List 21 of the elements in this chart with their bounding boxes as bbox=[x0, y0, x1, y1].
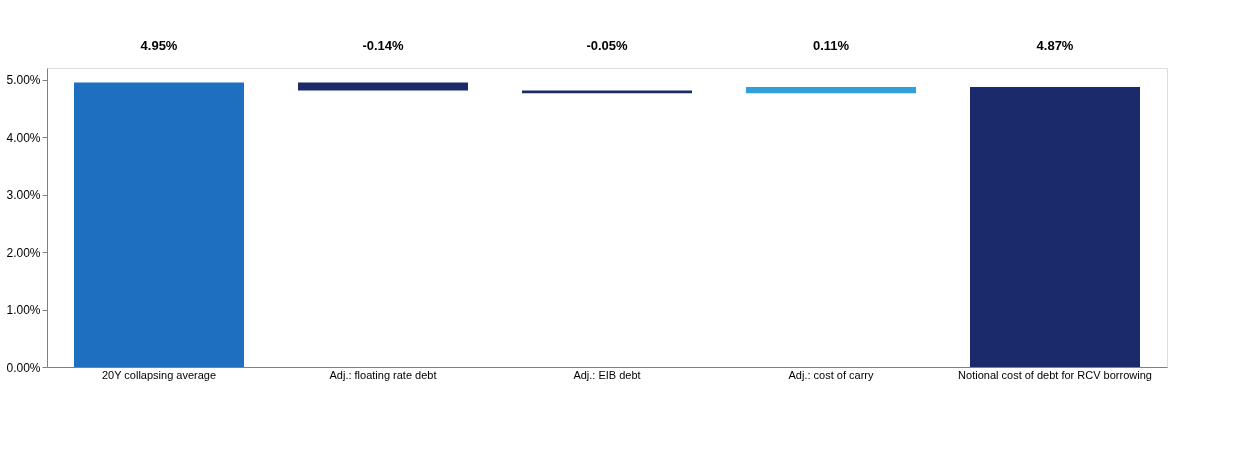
x-tick-label: Adj.: cost of carry bbox=[788, 368, 874, 381]
bar bbox=[970, 86, 1140, 367]
x-tick-label: Notional cost of debt for RCV borrowing bbox=[958, 368, 1152, 381]
y-tick-label: 1.00% bbox=[6, 303, 41, 317]
bar bbox=[298, 82, 468, 91]
y-tick-label: 2.00% bbox=[6, 245, 41, 260]
bar bbox=[522, 90, 692, 94]
y-tick-label: 0.00% bbox=[6, 360, 41, 375]
x-tick-label: 20Y collapsing average bbox=[101, 368, 217, 381]
data-label: 0.11% bbox=[812, 38, 850, 53]
y-tick-label: 5.00% bbox=[6, 73, 41, 87]
y-tick-label: 3.00% bbox=[6, 188, 41, 202]
x-tick-label: Adj.: EIB debt bbox=[573, 368, 641, 381]
data-label: 4.87% bbox=[1036, 38, 1074, 53]
data-label: 4.95% bbox=[140, 38, 178, 53]
data-label: -0.05% bbox=[586, 38, 629, 53]
bar bbox=[74, 82, 244, 367]
y-tick-label: 4.00% bbox=[6, 130, 41, 145]
x-tick-label: Adj.: floating rate debt bbox=[329, 368, 437, 381]
bar bbox=[746, 86, 916, 94]
data-label: -0.14% bbox=[362, 38, 405, 53]
